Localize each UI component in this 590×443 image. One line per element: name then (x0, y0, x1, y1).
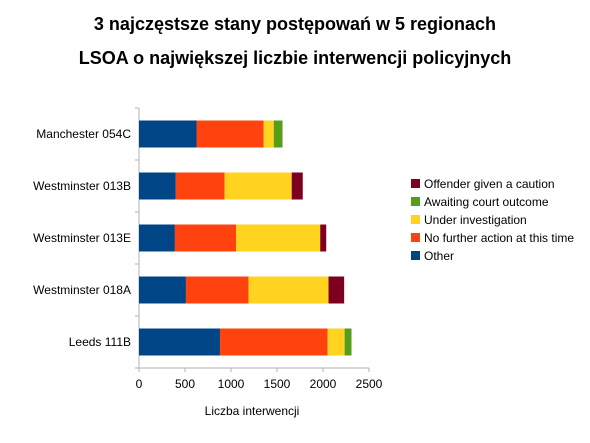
legend-label: Other (424, 249, 454, 263)
category-label: Westminster 018A (33, 283, 131, 297)
legend-label: Awaiting court outcome (424, 195, 549, 209)
bar-segment (328, 276, 345, 304)
category-label: Manchester 054C (36, 127, 131, 141)
category-label: Westminster 013E (33, 231, 131, 245)
legend-swatch (411, 233, 420, 242)
legend-swatch (411, 215, 420, 224)
bar-segment (219, 328, 328, 356)
category-label: Westminster 013B (33, 179, 131, 193)
x-tick-label: 0 (136, 377, 143, 391)
bar-segment (320, 224, 327, 252)
legend-label: Offender given a caution (424, 177, 555, 191)
bar-segment (139, 172, 176, 200)
bar-segment (236, 224, 321, 252)
bar-segment (175, 172, 225, 200)
bar-segment (224, 172, 292, 200)
bar-segment (196, 120, 264, 148)
x-tick-label: 2500 (356, 377, 383, 391)
legend-label: No further action at this time (424, 231, 574, 245)
legend-swatch (411, 251, 420, 260)
bar-segment (273, 120, 283, 148)
bar-segment (248, 276, 329, 304)
x-axis-title: Liczba interwencji (205, 404, 300, 418)
bar-segment (139, 328, 220, 356)
bar-segment (344, 328, 352, 356)
bar-segment (139, 224, 175, 252)
legend-label: Under investigation (424, 213, 527, 227)
x-tick-label: 500 (175, 377, 195, 391)
x-tick-label: 2000 (310, 377, 337, 391)
chart-title-line-2: LSOA o największej liczbie interwencji p… (79, 48, 511, 68)
category-label: Leeds 111B (69, 335, 131, 349)
bar-segment (263, 120, 274, 148)
x-tick-label: 1000 (218, 377, 245, 391)
bar-segment (327, 328, 345, 356)
legend-swatch (411, 179, 420, 188)
bar-segment (185, 276, 249, 304)
bar-segment (139, 120, 197, 148)
legend-swatch (411, 197, 420, 206)
x-tick-label: 1500 (264, 377, 291, 391)
bar-segment (139, 276, 186, 304)
bar-segment (291, 172, 303, 200)
chart-title-line-1: 3 najczęstsze stany postępowań w 5 regio… (94, 14, 496, 34)
bar-segment (174, 224, 237, 252)
